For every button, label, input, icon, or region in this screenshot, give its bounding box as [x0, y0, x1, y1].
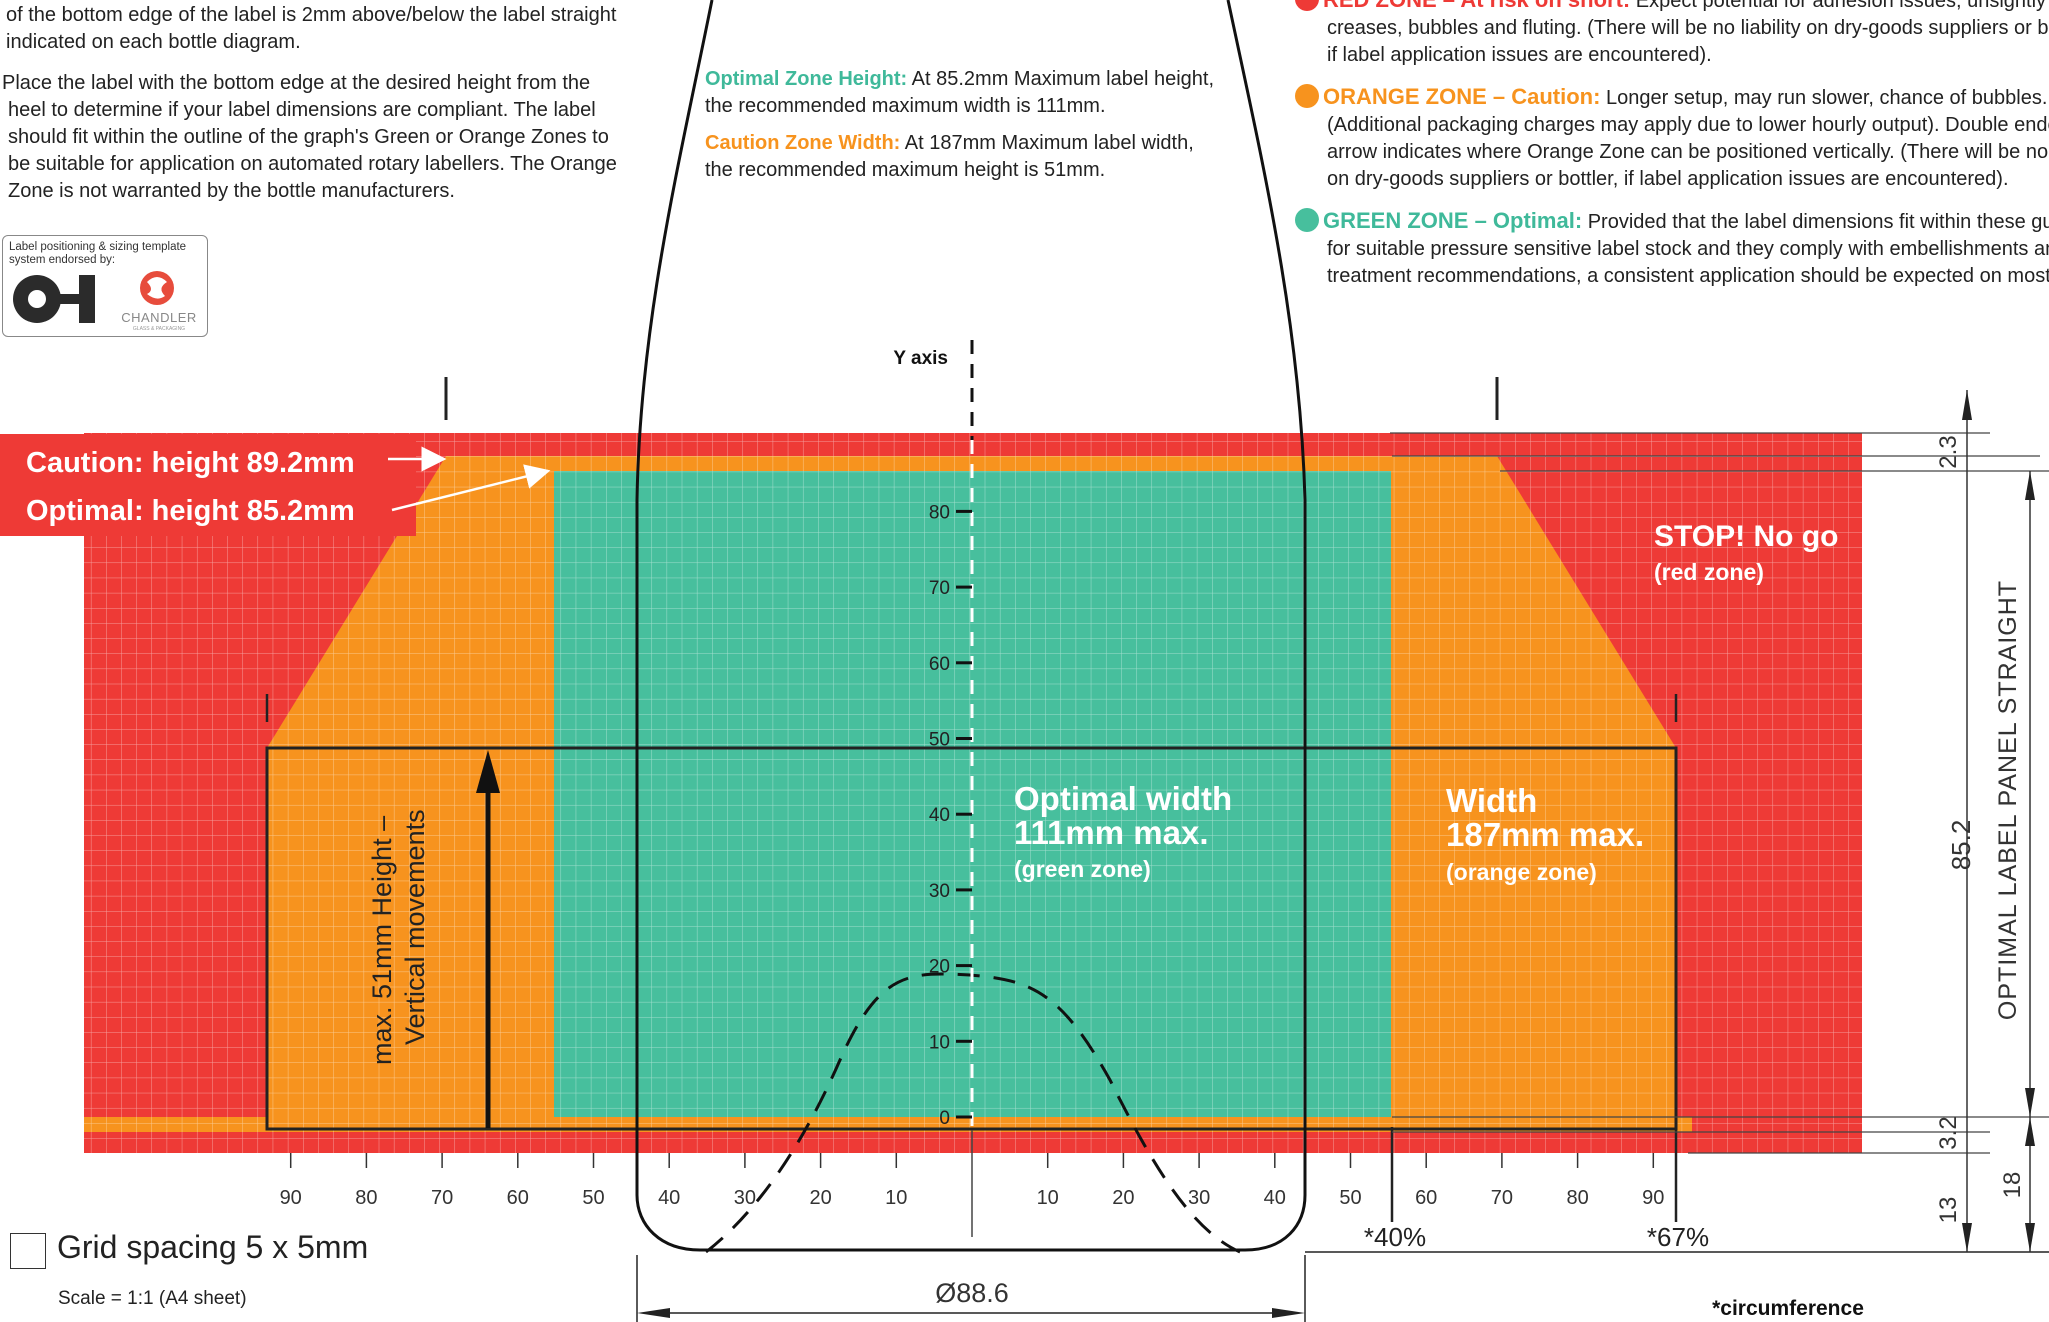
vertical-movement-label-2: Vertical movements	[400, 809, 430, 1045]
instruction-para-1: of the bottom edge of the label is 2mm a…	[6, 4, 617, 53]
legend-green-zone: GREEN ZONE – Optimal: Provided that the …	[1295, 207, 2049, 290]
zone-summary-text: Optimal Zone Height: At 85.2mm Maximum l…	[705, 66, 1265, 184]
x-tick-label: 80	[355, 1187, 377, 1209]
x-axis-ticks: 90 80 70 60 50 40 30 20 10 10 20 30 40 50 60 70 80 90	[280, 1153, 1664, 1209]
x-tick-label: 40	[658, 1187, 680, 1209]
red-dot-icon	[1295, 0, 1319, 11]
x-tick-label: 20	[809, 1187, 831, 1209]
legend-red-zone: RED ZONE – At risk on short: Expect pote…	[1295, 0, 2049, 69]
x-tick-label: 90	[280, 1187, 302, 1209]
chandler-logo-subtext: GLASS & PACKAGING	[132, 326, 186, 332]
zone-legend: RED ZONE – At risk on short: Expect pote…	[1295, 0, 2049, 304]
y-tick-label: 10	[929, 1032, 950, 1053]
width-sub: (orange zone)	[1446, 859, 1597, 885]
y-tick-label: 50	[929, 730, 950, 751]
oi-logo	[13, 275, 95, 323]
x-tick-label: 90	[1642, 1187, 1664, 1209]
diameter-label: Ø88.6	[935, 1278, 1009, 1308]
dim-arrow-13-bottom	[1962, 1223, 1972, 1252]
caution-zone-width-note: Caution Zone Width: At 187mm Maximum lab…	[705, 132, 1194, 154]
optimal-height-label: Optimal: height 85.2mm	[26, 495, 355, 527]
dim-13-label: 13	[1935, 1197, 1962, 1224]
y-tick-label: 70	[929, 578, 950, 599]
legend-orange-zone: ORANGE ZONE – Caution: Longer setup, may…	[1295, 83, 2049, 193]
chandler-logo-text: CHANDLER	[121, 310, 197, 325]
y-tick-label: 30	[929, 881, 950, 902]
width-label-2: 187mm max.	[1446, 816, 1644, 853]
curvature-profile-curve	[705, 972, 1241, 1254]
height-callout-box	[0, 434, 416, 536]
optimal-zone-height-note: Optimal Zone Height: At 85.2mm Maximum l…	[705, 68, 1215, 90]
diameter-arrow-left	[637, 1308, 670, 1318]
x-tick-label: 70	[1491, 1187, 1513, 1209]
stop-label: STOP! No go	[1654, 520, 1838, 553]
width-label-1: Width	[1446, 782, 1537, 819]
y-tick-label: 60	[929, 654, 950, 675]
dim-arrow-top	[1962, 390, 1972, 420]
grid-overlay	[84, 433, 1862, 1153]
x-tick-label: 80	[1566, 1187, 1588, 1209]
diameter-arrow-right	[1272, 1308, 1305, 1318]
grid-spacing-label: Grid spacing 5 x 5mm	[57, 1229, 369, 1265]
circumference-label: *circumference	[1712, 1297, 1864, 1320]
optimal-width-sub: (green zone)	[1014, 856, 1151, 882]
scale-label: Scale = 1:1 (A4 sheet)	[58, 1288, 247, 1309]
chandler-logo	[140, 271, 174, 305]
x-tick-label: 10	[885, 1187, 907, 1209]
endorsement-box: Label positioning & sizing template syst…	[2, 235, 208, 337]
y-axis-label: Y axis	[893, 348, 948, 369]
dim-18-label: 18	[1999, 1172, 2026, 1199]
x-tick-label: 10	[1037, 1187, 1059, 1209]
pct-67-label: *67%	[1647, 1222, 1709, 1252]
stop-sub-label: (red zone)	[1654, 559, 1764, 585]
x-tick-label: 70	[431, 1187, 453, 1209]
optimal-width-label-2: 111mm max.	[1014, 814, 1209, 851]
vertical-movement-label-1: max. 51mm Height –	[367, 816, 397, 1065]
endorsement-caption: Label positioning & sizing template syst…	[9, 241, 187, 266]
optimal-panel-label: OPTIMAL LABEL PANEL STRAIGHT	[1994, 580, 2022, 1020]
optimal-pointer	[391, 464, 551, 512]
x-tick-label: 20	[1112, 1187, 1134, 1209]
y-axis-ticks: 80 70 60 50 40 30 20 10 0	[929, 502, 972, 1129]
dim-arrow-85-bottom	[2025, 1088, 2035, 1117]
pct-40-label: *40%	[1364, 1222, 1426, 1252]
x-tick-label: 30	[734, 1187, 756, 1209]
instruction-para-2: Place the label with the bottom edge at …	[2, 72, 617, 202]
dim-85-label: 85.2	[1946, 820, 1976, 871]
y-tick-label: 40	[929, 805, 950, 826]
y-tick-label: 0	[939, 1108, 950, 1129]
grid-spacing-swatch	[10, 1233, 46, 1269]
orange-dot-icon	[1295, 84, 1319, 108]
instructions-text: of the bottom edge of the label is 2mm a…	[0, 2, 640, 205]
x-tick-label: 60	[1415, 1187, 1437, 1209]
dim-arrow-18-top	[2025, 1117, 2035, 1146]
vertical-arrow-head	[476, 750, 500, 793]
label-outline	[265, 746, 1678, 1131]
x-tick-label: 60	[507, 1187, 529, 1209]
x-tick-label: 50	[582, 1187, 604, 1209]
bottle-outline	[635, 0, 1307, 1252]
caution-height-label: Caution: height 89.2mm	[26, 447, 355, 479]
green-dot-icon	[1295, 208, 1319, 232]
y-tick-label: 20	[929, 957, 950, 978]
dim-32-label: 3.2	[1935, 1116, 1962, 1149]
x-tick-label: 30	[1188, 1187, 1210, 1209]
y-tick-label: 80	[929, 502, 950, 523]
dim-23-label: 2.3	[1935, 435, 1962, 468]
x-tick-label: 50	[1339, 1187, 1361, 1209]
x-tick-label: 40	[1264, 1187, 1286, 1209]
optimal-width-label-1: Optimal width	[1014, 780, 1232, 817]
dim-arrow-18-bottom	[2025, 1223, 2035, 1252]
dim-arrow-85-top	[2025, 471, 2035, 500]
